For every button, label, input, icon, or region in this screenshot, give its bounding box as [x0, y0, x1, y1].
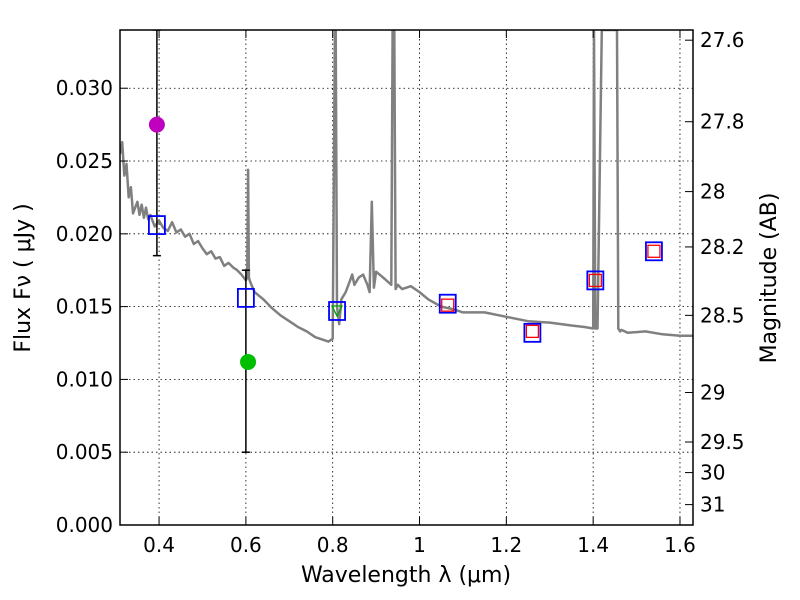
observed-flux-square [147, 215, 166, 235]
model-sed-line [120, 30, 693, 343]
y2-tick-label: 27.8 [700, 110, 745, 134]
model-flux-square [441, 298, 455, 312]
x-tick-label: 0.8 [317, 533, 349, 557]
y2-tick-label: 29.5 [700, 430, 745, 454]
y2-tick-label: 27.6 [700, 28, 745, 52]
tick-labels: 0.4 0.6 0.8 1 1.2 1.4 1.6 0.000 0.005 0.010 0.015 0… [56, 28, 745, 557]
y2-tick-label: 31 [700, 493, 725, 517]
y2-tick-label: 30 [700, 461, 725, 485]
x-tick-label: 1 [413, 533, 426, 557]
x-tick-label: 1.6 [664, 533, 696, 557]
x-tick-label: 0.6 [230, 533, 262, 557]
y-tick-label: 0.025 [56, 149, 113, 173]
axis-ticks [120, 30, 693, 526]
x-axis-label: Wavelength λ (μm) [301, 563, 511, 588]
y-tick-label: 0.030 [56, 76, 113, 100]
x-tick-label: 1.2 [490, 533, 522, 557]
magenta-point [148, 116, 165, 133]
green-triangle-marker [330, 305, 344, 318]
model-flux-square [525, 324, 540, 339]
observed-flux-square [523, 322, 542, 343]
plot-area [120, 30, 693, 453]
y2-tick-label: 28.2 [700, 235, 745, 259]
observed-flux-square [438, 293, 457, 314]
y-axis-label: Flux Fν ( μJy ) [11, 203, 36, 352]
y2-axis-label: Magnitude (AB) [757, 193, 782, 364]
observed-flux-square [328, 301, 346, 321]
observed-flux-square [645, 241, 663, 262]
model-flux-square [647, 244, 661, 258]
y-tick-label: 0.000 [56, 513, 113, 537]
y-tick-label: 0.005 [56, 440, 113, 464]
green-point [240, 353, 257, 370]
x-tick-label: 0.4 [143, 533, 175, 557]
observed-flux-square [236, 287, 255, 308]
model-flux-square [588, 273, 602, 288]
plot-frame [119, 29, 694, 526]
y-tick-label: 0.010 [56, 367, 113, 391]
y2-tick-label: 28.5 [700, 303, 745, 327]
y2-tick-label: 29 [700, 381, 725, 405]
y-tick-label: 0.015 [56, 295, 113, 319]
y2-tick-label: 28 [700, 180, 725, 204]
y-tick-label: 0.020 [56, 222, 113, 246]
observed-flux-square [586, 270, 605, 291]
x-tick-label: 1.4 [577, 533, 609, 557]
